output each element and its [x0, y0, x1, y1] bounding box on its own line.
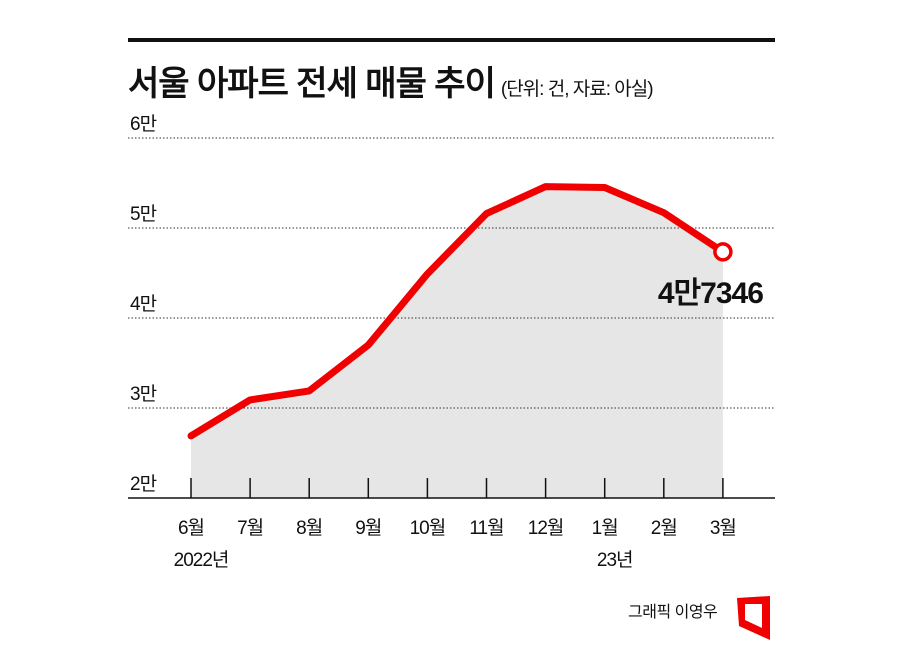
- x-tick-label: 9월: [355, 517, 381, 539]
- x-tick-label: 3월: [710, 517, 736, 539]
- x-tick-label: 10월: [410, 517, 446, 539]
- area-fill: [191, 186, 723, 498]
- x-tick-label: 7월: [237, 517, 263, 539]
- end-marker: [713, 242, 733, 262]
- end-value-label: 4만7346: [658, 277, 763, 310]
- x-tick-label: 8월: [296, 517, 322, 539]
- unit-note: (단위: 건, 자료: 아실): [500, 79, 654, 100]
- x-tick-label: 6월: [178, 517, 204, 539]
- series-line: [187, 183, 727, 440]
- year-label: 23년: [597, 549, 633, 571]
- x-tick-label: 2월: [651, 517, 677, 539]
- title-text: 서울 아파트 전세 매물 추이: [128, 65, 496, 103]
- y-tick-label: 2만: [130, 473, 157, 495]
- y-tick-label: 6만: [130, 113, 157, 135]
- x-tick-label: 12월: [528, 517, 564, 539]
- x-tick-label: 1월: [592, 517, 618, 539]
- y-tick-label: 5만: [130, 203, 157, 225]
- y-tick-label: 3만: [130, 383, 157, 405]
- year-label: 2022년: [174, 549, 229, 571]
- chart-title: 서울 아파트 전세 매물 추이 (단위: 건, 자료: 아실): [128, 56, 654, 105]
- y-tick-label: 4만: [130, 293, 157, 315]
- credit-text: 그래픽 이영우: [628, 604, 718, 621]
- top-rule: [128, 38, 775, 42]
- x-tick-label: 11월: [469, 517, 503, 539]
